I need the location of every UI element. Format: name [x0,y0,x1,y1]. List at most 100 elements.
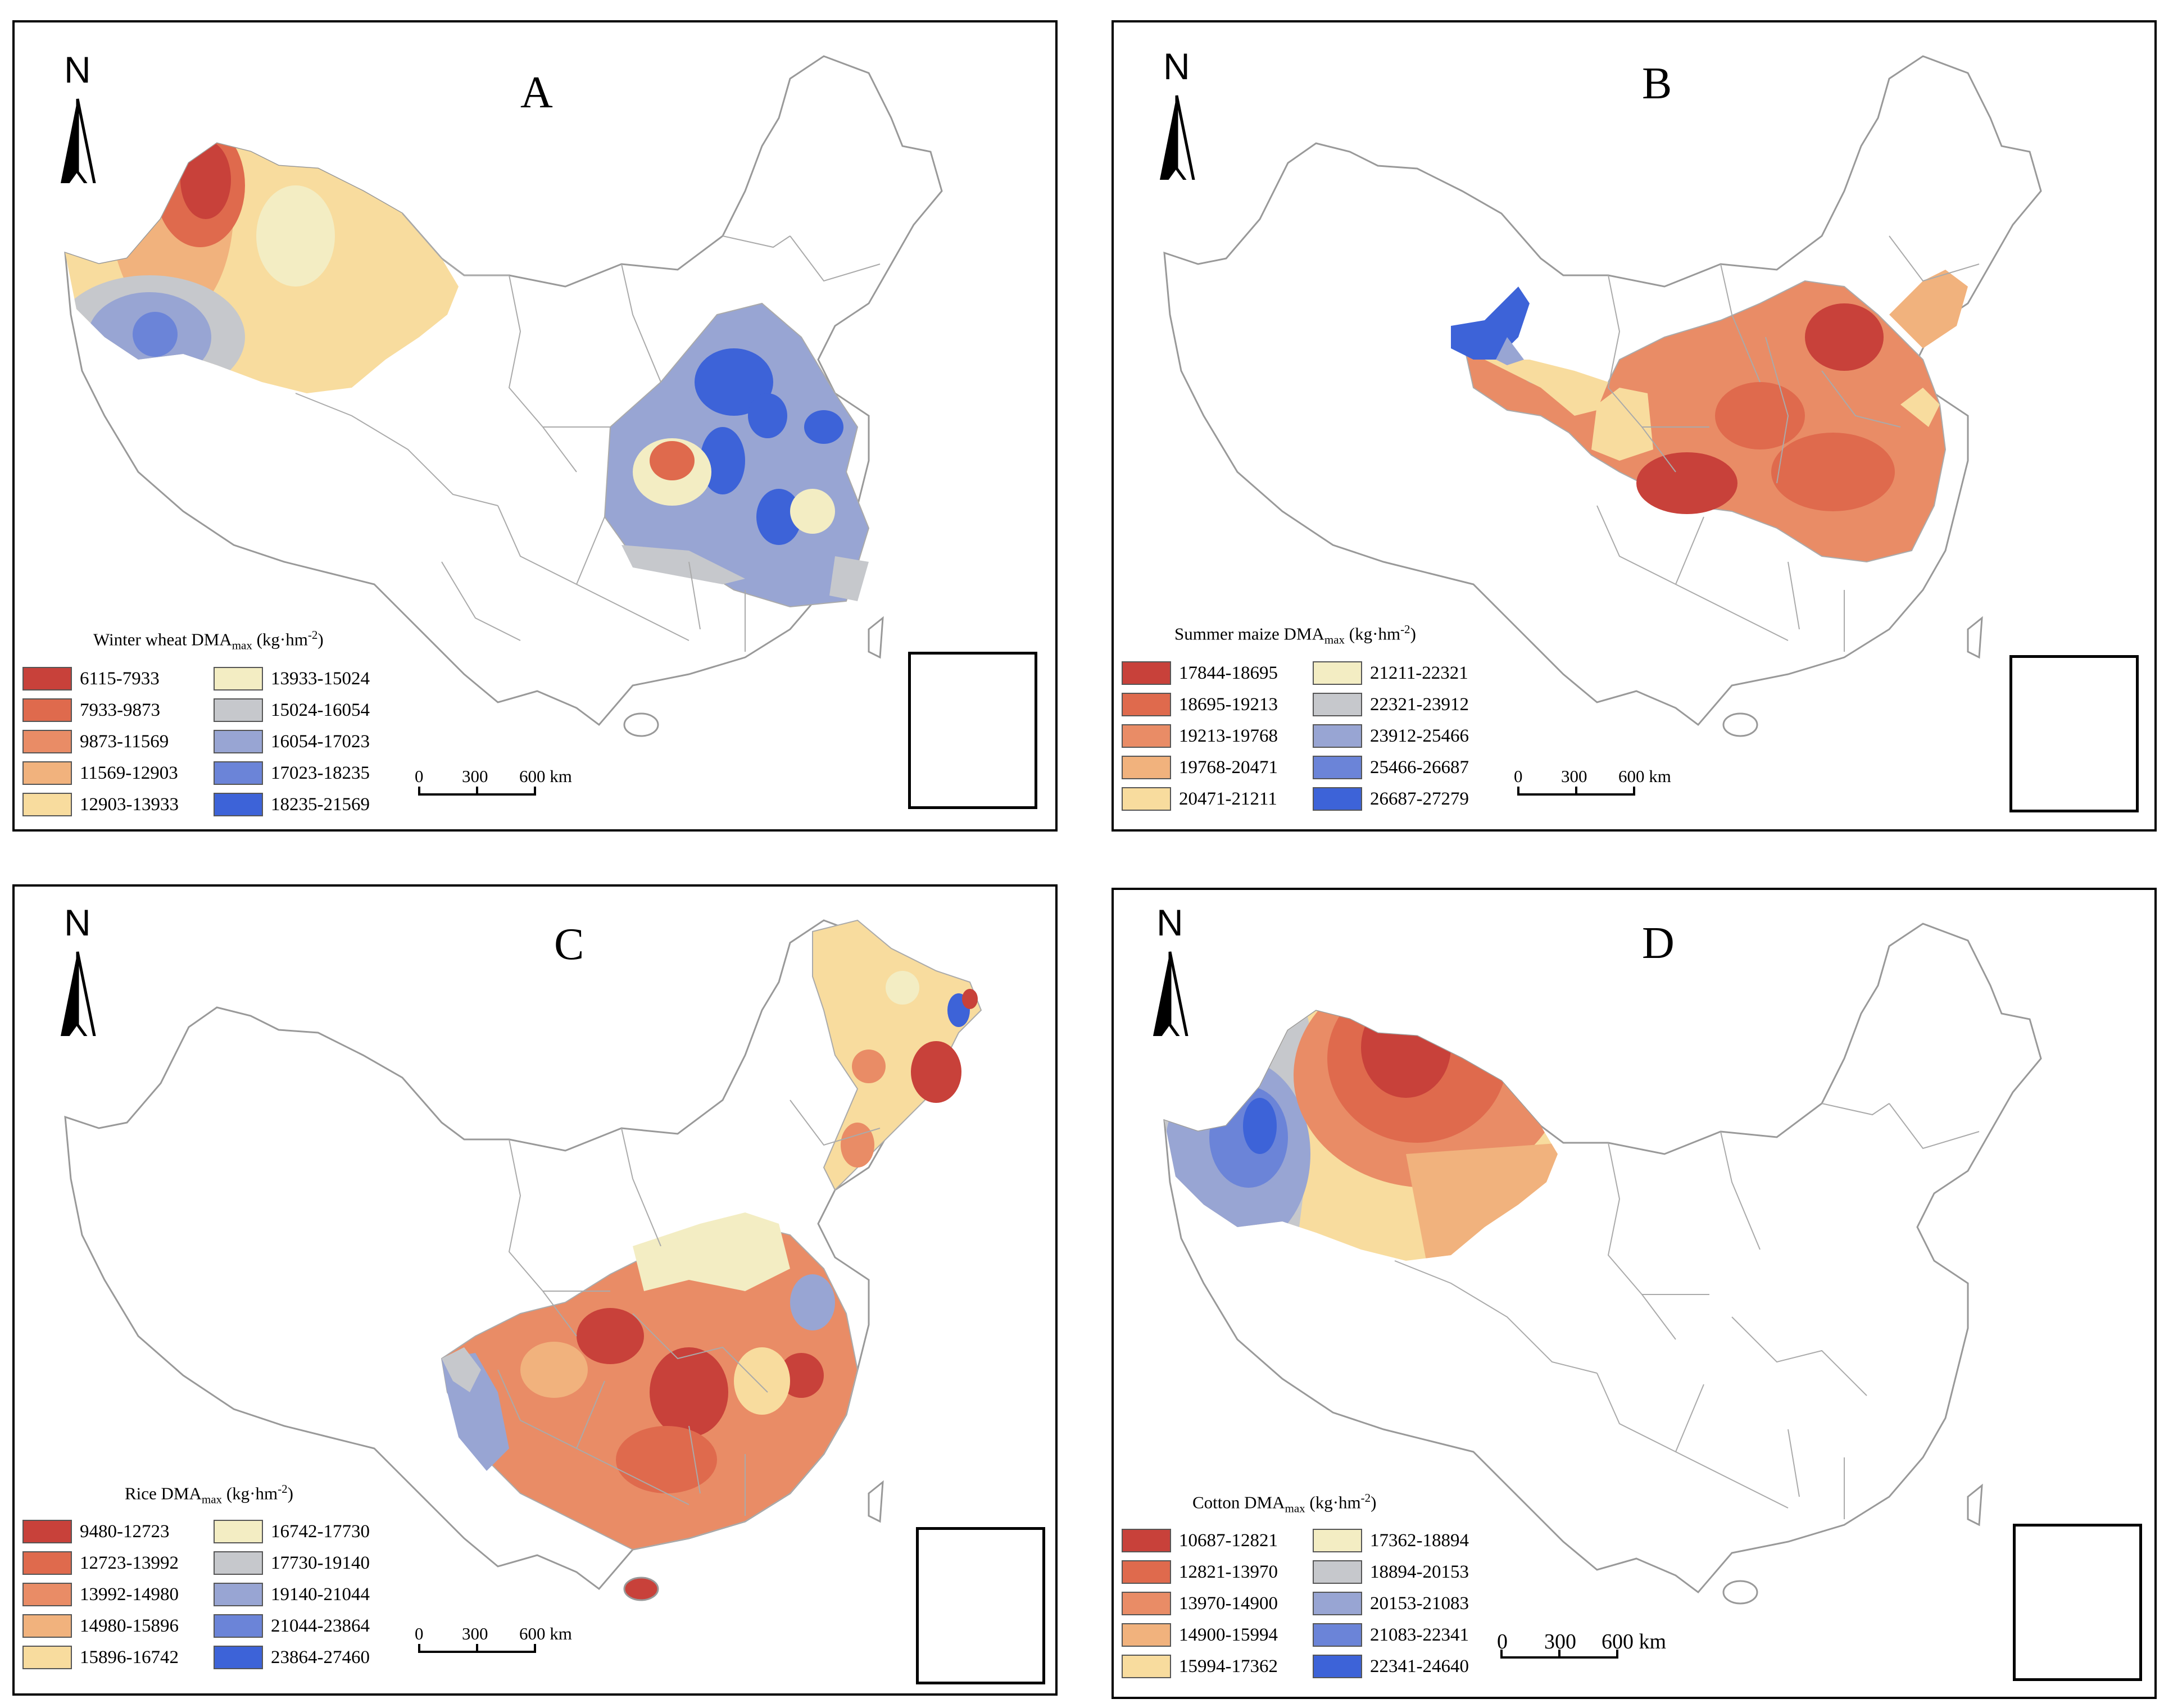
legend-label: 17362-18894 [1370,1530,1469,1551]
legend-label: 11569-12903 [80,762,178,783]
scale-tick-300: 300 [462,1624,488,1643]
legend-label: 26687-27279 [1370,788,1469,809]
scale-tick-mark [1558,1650,1560,1659]
panel-letter: C [554,920,584,969]
legend-swatch [1122,1592,1171,1615]
legend-item: 10687-12821 [1122,1525,1313,1556]
legend-item: 16742-17730 [214,1516,405,1547]
legend-item: 11569-12903 [22,757,214,789]
scale-tick-mark [1633,787,1635,796]
north-label: N [64,49,91,90]
legend-label: 12723-13992 [80,1552,179,1573]
legend-item: 13992-14980 [22,1579,214,1610]
legend-label: 12821-13970 [1179,1561,1278,1582]
scale-bar: 0 300 600 km [1497,1629,1666,1669]
legend-item: 25466-26687 [1313,752,1504,783]
legend-label: 21083-22341 [1370,1624,1469,1645]
panel-letter: B [1642,59,1672,108]
legend-item: 16054-17023 [214,726,405,757]
legend-title-text: Winter wheat DMA [93,629,232,649]
china-map-b [1163,55,2042,737]
north-arrow: N [1147,45,1215,180]
legend-swatch [214,1520,263,1543]
legend-title-sub: max [1324,633,1345,647]
panel-letter: A [520,68,553,117]
legend: 9480-12723 16742-17730 12723-13992 17730-19… [22,1516,405,1673]
legend-item: 22341-24640 [1313,1651,1504,1682]
scale-tick-mark [1517,787,1519,796]
scale-tick-300: 300 [462,766,488,786]
map-panel-d: D N Cotton DMAmax (kg·hm-2) 10687-12821 1… [1112,888,2157,1699]
legend-swatch [214,698,263,722]
legend-item: 19140-21044 [214,1579,405,1610]
legend-swatch [22,698,72,722]
legend: 10687-12821 17362-18894 12821-13970 18894-2… [1122,1525,1504,1682]
legend-title-text: Cotton DMA [1192,1492,1285,1512]
scale-bar: 0 300 600 km [415,766,572,806]
legend-label: 22341-24640 [1370,1656,1469,1677]
scale-tick-0: 0 [1514,766,1523,786]
legend-label: 19768-20471 [1179,757,1278,778]
scale-tick-mark [418,1644,420,1653]
legend-label: 20153-21083 [1370,1593,1469,1614]
legend-swatch [1313,1529,1362,1552]
legend-swatch [1313,1592,1362,1615]
legend-title-sub: max [1285,1501,1305,1515]
legend-unit-pre: (kg·hm [1305,1492,1361,1512]
scale-tick-300: 300 [1561,766,1587,786]
legend-label: 13992-14980 [80,1584,179,1605]
legend-item: 6115-7933 [22,663,214,694]
scale-tick-0: 0 [415,1624,424,1643]
south-china-sea-inset [2013,1524,2142,1681]
legend-label: 12903-13933 [80,794,179,815]
legend-unit-pre: (kg·hm [222,1483,278,1503]
south-china-sea-inset [916,1527,1045,1684]
legend-unit-sup: -2 [1360,1491,1371,1505]
legend-item: 23864-27460 [214,1642,405,1673]
scale-tick-mark [1500,1650,1503,1659]
legend-swatch [1122,693,1171,716]
north-label: N [1156,902,1183,943]
scale-tick-mark [418,787,420,796]
legend-item: 21211-22321 [1313,657,1504,689]
legend-swatch [214,730,263,753]
legend-swatch [214,761,263,785]
legend-label: 9480-12723 [80,1521,170,1542]
china-map-d [1163,923,2042,1605]
legend-unit-sup: -2 [1400,623,1410,636]
china-map-a [64,55,943,737]
legend-item: 17023-18235 [214,757,405,789]
legend-label: 15896-16742 [80,1647,179,1668]
north-arrow-icon [1153,951,1188,1036]
legend-item: 15994-17362 [1122,1651,1313,1682]
legend-title-sub: max [201,1492,223,1506]
legend-swatch [214,793,263,816]
legend-label: 19213-19768 [1179,725,1278,746]
north-arrow-icon [1160,95,1195,180]
legend-swatch [1122,661,1171,685]
legend-item: 17730-19140 [214,1547,405,1579]
legend-label: 18894-20153 [1370,1561,1469,1582]
legend-label: 13933-15024 [271,668,370,689]
legend-label: 18235-21569 [271,794,370,815]
legend-swatch [22,730,72,753]
legend-label: 23864-27460 [271,1647,370,1668]
legend-unit-post: ) [287,1483,293,1503]
map-panel-c: C N Rice DMAmax (kg·hm-2) 9480-12723 1674… [12,884,1058,1696]
legend-swatch [1122,1655,1171,1678]
legend-swatch [1313,787,1362,811]
legend-item: 9873-11569 [22,726,214,757]
legend-item: 15896-16742 [22,1642,214,1673]
china-map-c [64,919,982,1601]
south-china-sea-inset [2009,655,2139,812]
legend-label: 23912-25466 [1370,725,1469,746]
north-label: N [64,902,91,943]
legend-item: 14900-15994 [1122,1619,1313,1651]
legend-label: 16742-17730 [271,1521,370,1542]
scale-bar: 0 300 600 km [415,1624,572,1663]
legend-item: 17844-18695 [1122,657,1313,689]
legend-swatch [214,1551,263,1575]
legend-label: 14900-15994 [1179,1624,1278,1645]
legend-item: 19213-19768 [1122,720,1313,752]
legend-swatch [214,1583,263,1606]
